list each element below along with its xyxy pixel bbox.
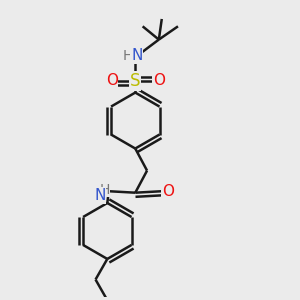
Text: O: O <box>106 73 118 88</box>
Text: O: O <box>153 73 165 88</box>
Text: H: H <box>99 183 110 197</box>
Text: H: H <box>123 49 133 63</box>
Text: O: O <box>162 184 174 199</box>
Text: N: N <box>131 48 142 63</box>
Text: S: S <box>130 72 140 90</box>
Text: N: N <box>94 188 106 203</box>
